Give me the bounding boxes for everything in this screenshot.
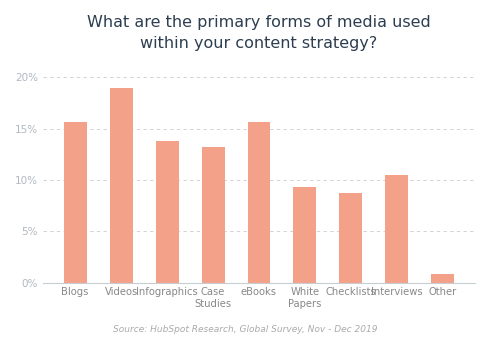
Bar: [431, 274, 454, 283]
Bar: [294, 187, 317, 283]
Bar: [247, 122, 270, 283]
Bar: [340, 193, 363, 283]
Bar: [201, 147, 224, 283]
Bar: [110, 88, 133, 283]
Bar: [385, 175, 408, 283]
Bar: [64, 122, 87, 283]
Text: Source: HubSpot Research, Global Survey, Nov - Dec 2019: Source: HubSpot Research, Global Survey,…: [113, 325, 377, 334]
Bar: [156, 141, 178, 283]
Title: What are the primary forms of media used
within your content strategy?: What are the primary forms of media used…: [87, 15, 431, 51]
